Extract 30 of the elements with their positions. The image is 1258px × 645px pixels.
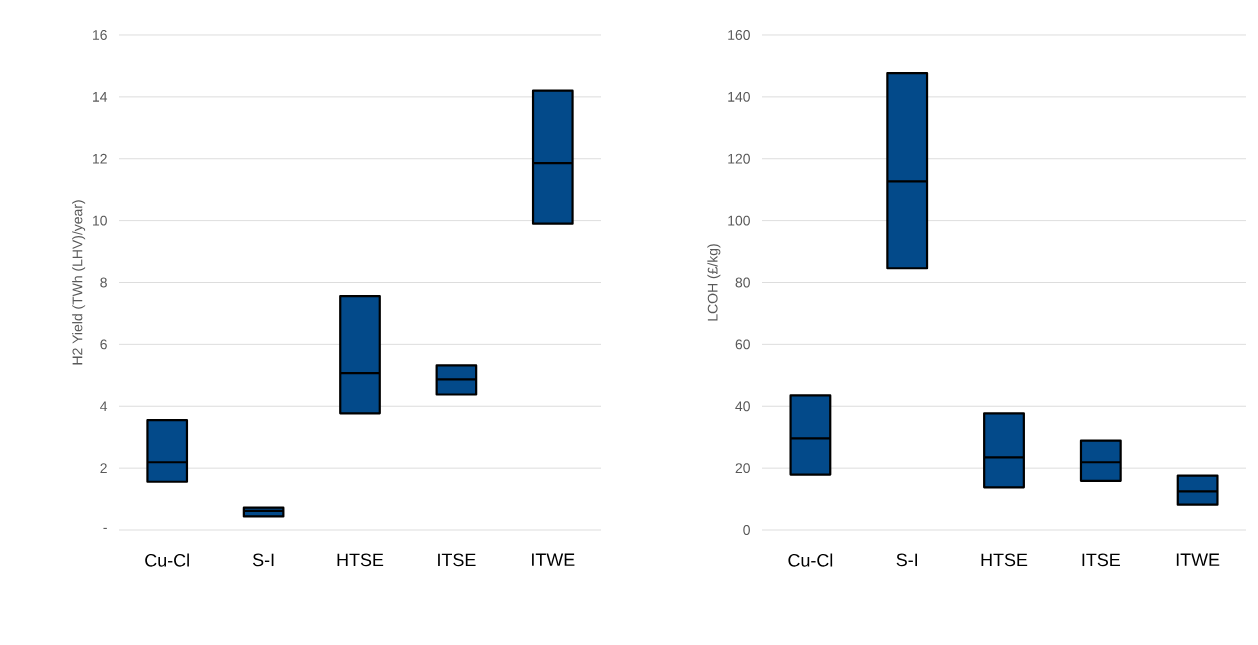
y-tick-label: 80	[735, 277, 750, 288]
y-tick-label: 100	[728, 215, 750, 226]
y-tick-label: 4	[100, 401, 108, 412]
x-tick-label: HTSE	[337, 553, 384, 567]
x-tick-label: HTSE	[981, 553, 1028, 567]
y-tick-label: 120	[728, 153, 750, 164]
y-tick-label: 20	[735, 463, 750, 474]
x-tick-label: ITWE	[1176, 553, 1220, 566]
y-tick-label: 40	[735, 401, 750, 412]
y-tick-label: 8	[100, 277, 107, 288]
y-axis-title: H2 Yield (TWh (LHV)/year)	[72, 200, 86, 365]
x-tick-label: S-I	[252, 553, 274, 567]
x-tick-label: Cu-Cl	[788, 553, 833, 567]
x-tick-label: ITSE	[438, 553, 476, 567]
y-tick-label: 60	[735, 339, 750, 350]
y-tick-label: 14	[93, 92, 108, 102]
x-tick-label: S-I	[896, 553, 918, 567]
x-tick-label: Cu-Cl	[145, 553, 189, 567]
y-axis-title: LCOH (£/kg)	[707, 244, 721, 321]
y-tick-label: 6	[100, 339, 107, 350]
y-tick-label: 12	[93, 153, 107, 164]
y-tick-label: 0	[743, 525, 750, 535]
y-tick-label: 2	[100, 463, 107, 473]
y-tick-label: 160	[728, 30, 750, 40]
x-tick-label: ITWE	[532, 553, 575, 566]
y-tick-label: 16	[93, 30, 107, 40]
y-tick-label: -	[103, 527, 107, 529]
y-tick-label: 140	[728, 91, 750, 102]
x-tick-label: ITSE	[1082, 553, 1120, 567]
y-tick-label: 10	[93, 215, 107, 226]
